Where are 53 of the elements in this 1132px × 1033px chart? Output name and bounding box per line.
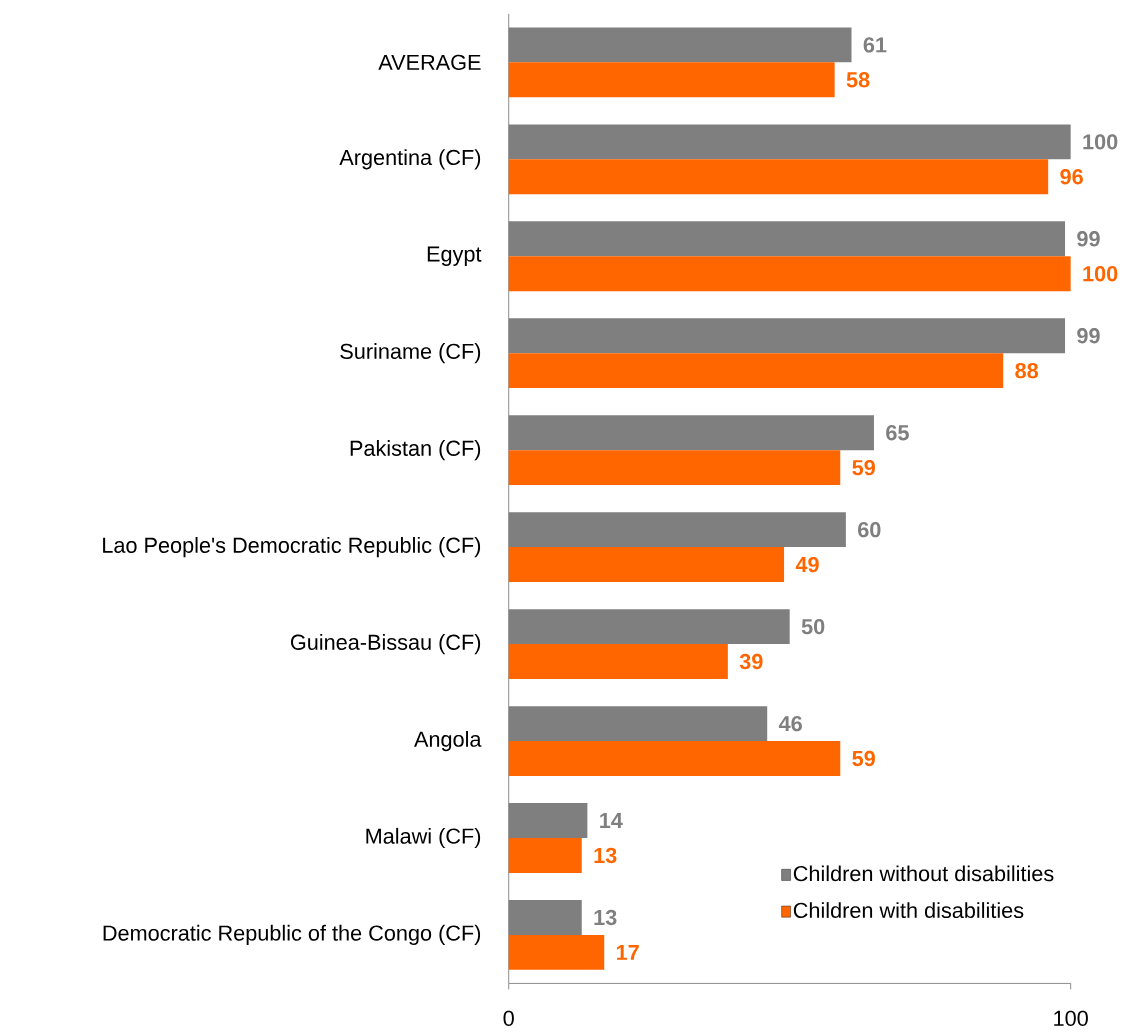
bar <box>508 353 1004 389</box>
data-label: 59 <box>852 750 875 767</box>
data-label: 39 <box>739 653 763 670</box>
data-label: 100 <box>1083 265 1118 282</box>
bar <box>508 62 835 98</box>
data-label: 17 <box>616 944 639 960</box>
data-label: 59 <box>852 459 875 476</box>
y-tick-label: Lao People's Democratic Republic (CF) <box>103 536 481 558</box>
bar <box>508 450 841 485</box>
bar <box>508 740 841 776</box>
data-label: 99 <box>1077 231 1100 247</box>
bar <box>508 899 582 935</box>
data-label: 14 <box>600 812 623 828</box>
bar <box>508 802 588 838</box>
data-label: 61 <box>863 37 887 53</box>
bar <box>508 124 1071 160</box>
data-label: 99 <box>1077 327 1100 344</box>
bar <box>508 318 1066 354</box>
bar <box>508 27 852 63</box>
data-label: 65 <box>886 424 909 441</box>
bar <box>508 609 790 644</box>
data-label: 58 <box>846 72 870 88</box>
y-tick-label: Angola <box>414 730 482 752</box>
y-tick-label: Guinea-Bissau (CF) <box>290 633 481 655</box>
data-label: 49 <box>795 556 819 573</box>
bar <box>508 221 1066 257</box>
y-tick-label: Suriname (CF) <box>340 343 481 364</box>
y-tick-label: AVERAGE <box>378 54 481 70</box>
data-label: 13 <box>594 847 617 864</box>
data-label: 96 <box>1060 168 1083 185</box>
bar <box>508 512 846 548</box>
legend-label: Children with disabilities <box>793 902 1024 918</box>
y-tick-label: Pakistan (CF) <box>350 439 481 461</box>
x-tick-label: 0 <box>503 1010 514 1026</box>
y-tick-label: Argentina (CF) <box>339 149 481 170</box>
data-label: 13 <box>594 909 617 926</box>
y-tick-label: Egypt <box>427 246 482 266</box>
bar <box>508 706 768 741</box>
data-label: 50 <box>801 618 825 635</box>
data-label: 46 <box>778 715 802 732</box>
bar <box>508 643 728 679</box>
y-tick-label: Democratic Republic of the Congo (CF) <box>103 924 481 945</box>
bar <box>508 547 785 582</box>
data-label: 100 <box>1083 134 1118 150</box>
y-tick-label: Malawi (CF) <box>366 827 481 848</box>
bar <box>508 837 582 873</box>
data-label: 60 <box>858 521 881 538</box>
data-label: 88 <box>1015 362 1039 379</box>
bar <box>508 159 1049 195</box>
bar <box>508 256 1071 292</box>
legend-label: Children without disabilities <box>793 865 1054 882</box>
bar <box>508 934 605 970</box>
bar <box>508 415 874 451</box>
